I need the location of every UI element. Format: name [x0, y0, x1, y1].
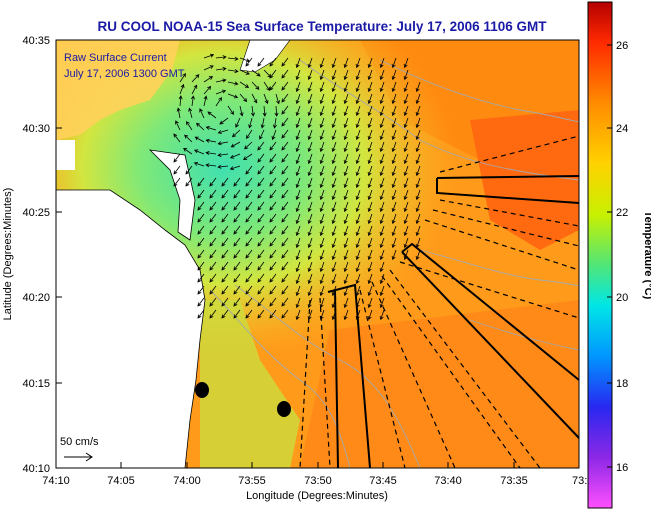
- transect-solid-1: [436, 175, 579, 204]
- x-tick-6: 73:40: [434, 475, 462, 487]
- x-tick-4: 73:50: [304, 475, 332, 487]
- colorbar-label: Temperature (°C): [642, 211, 651, 300]
- cb-tick-20: 20: [616, 292, 628, 304]
- x-tick-0: 74:10: [42, 475, 70, 487]
- y-tick-3: 40:20: [22, 292, 50, 304]
- current-vector-arrows: [173, 53, 421, 321]
- land-long-island: [239, 40, 291, 73]
- buoy-marker-1[interactable]: [195, 382, 209, 398]
- x-tick-7: 73:35: [500, 475, 528, 487]
- cb-tick-26: 26: [616, 40, 628, 52]
- y-tick-2: 40:25: [22, 207, 50, 219]
- coastal-cool-strip: [200, 300, 300, 468]
- transect-solid-3: [327, 283, 371, 468]
- x-tick-5: 73:45: [369, 475, 397, 487]
- bathymetry-contours: [209, 59, 579, 468]
- transect-lines: [299, 135, 579, 468]
- cb-tick-22: 22: [616, 207, 628, 219]
- y-tick-1: 40:30: [22, 123, 50, 135]
- land-new-jersey: [56, 189, 206, 468]
- y-tick-5: 40:10: [22, 463, 50, 475]
- land-sandy-hook: [148, 149, 196, 241]
- cb-tick-24: 24: [616, 123, 628, 135]
- x-tick-2: 74:00: [173, 475, 201, 487]
- y-tick-0: 40:35: [22, 35, 50, 47]
- y-axis: [56, 39, 62, 469]
- x-axis: [55, 462, 580, 468]
- buoy-marker-2[interactable]: [277, 401, 291, 417]
- colorbar-ticks: [607, 44, 612, 468]
- legend-line-1: Raw Surface Current: [64, 52, 167, 64]
- colorbar: [587, 1, 613, 509]
- y-axis-label: Latitude (Degrees:Minutes): [2, 188, 14, 321]
- x-tick-3: 73:55: [238, 475, 266, 487]
- transect-solid-2: [401, 242, 579, 439]
- x-axis-label: Longitude (Degrees:Minutes): [246, 490, 388, 502]
- land-staten-island: [56, 40, 180, 140]
- x-tick-1: 74:05: [107, 475, 135, 487]
- current-vectors: [173, 53, 421, 321]
- land-bay-patch: [56, 140, 75, 170]
- cb-tick-18: 18: [616, 378, 628, 390]
- scale-arrow: [64, 452, 93, 462]
- cb-tick-16: 16: [616, 462, 628, 474]
- y-tick-4: 40:15: [22, 378, 50, 390]
- map-panel: Raw Surface Current July 17, 2006 1300 G…: [56, 40, 579, 468]
- legend-line-2: July 17, 2006 1300 GMT: [64, 68, 185, 80]
- map-title: RU COOL NOAA-15 Sea Surface Temperature:…: [98, 19, 548, 34]
- scale-label: 50 cm/s: [60, 436, 99, 448]
